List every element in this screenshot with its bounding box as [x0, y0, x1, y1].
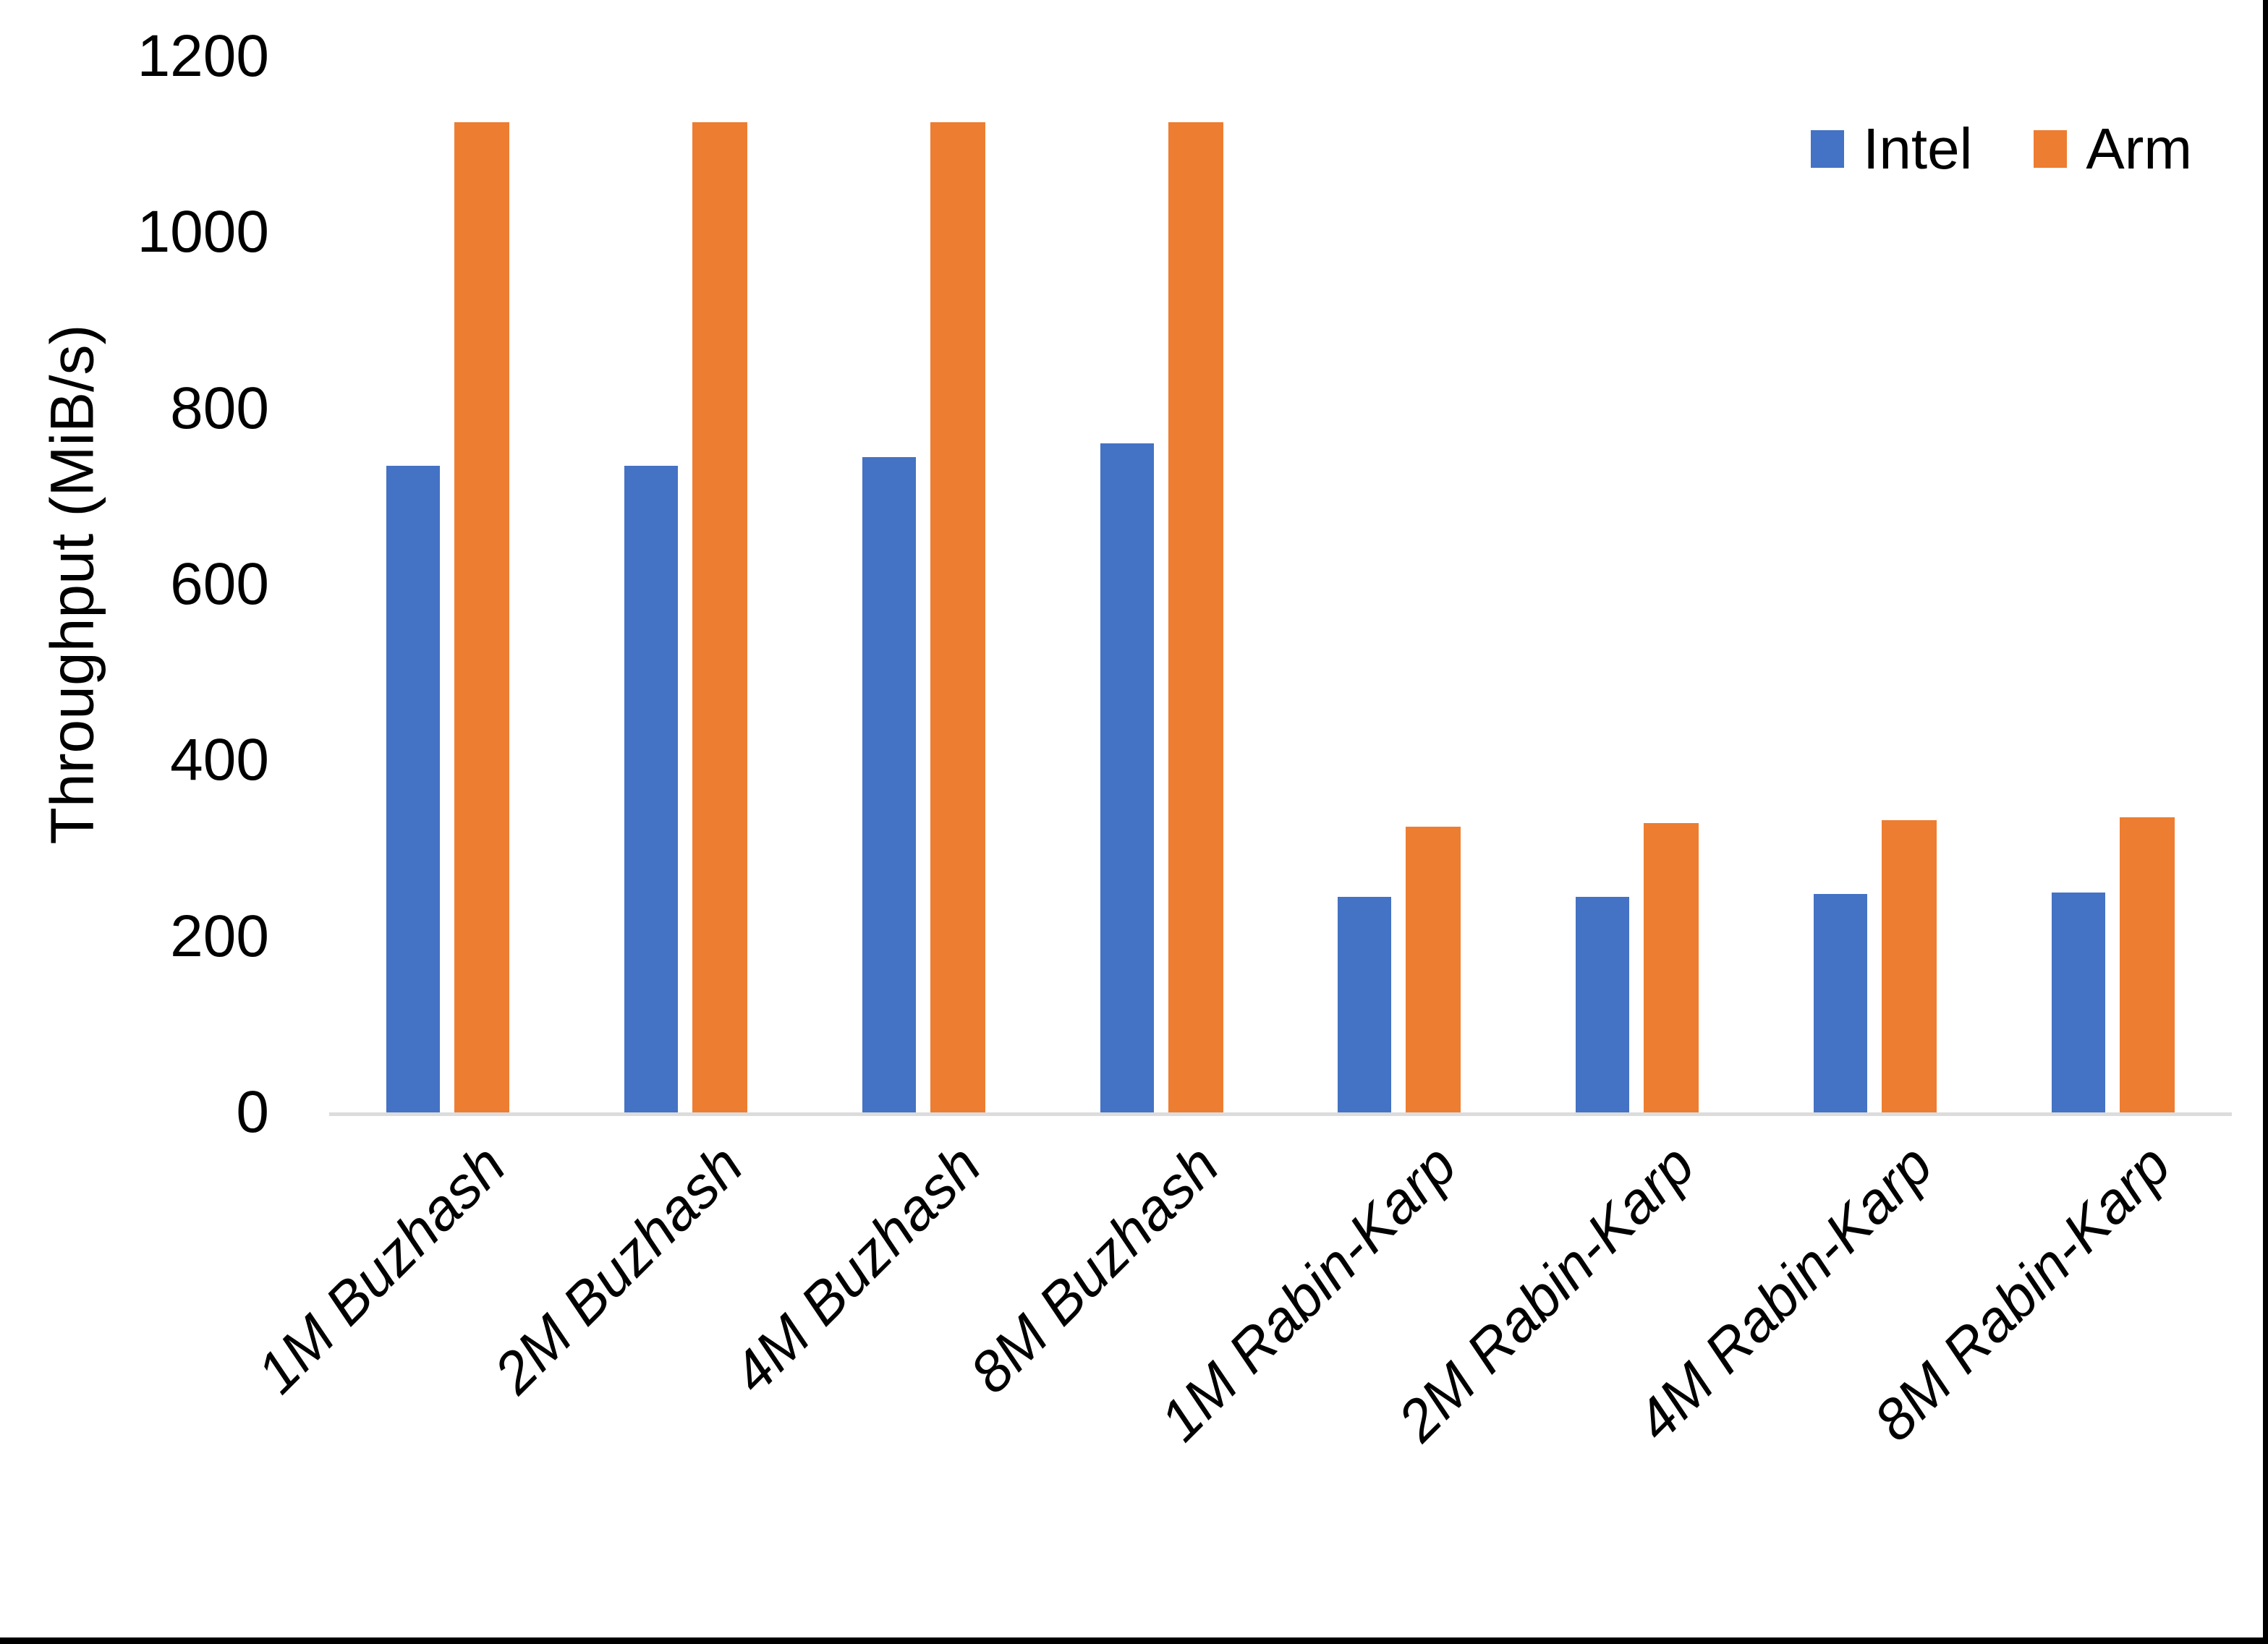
- y-tick-label-1200: 1200: [137, 23, 269, 89]
- y-tick-label-600: 600: [170, 551, 269, 617]
- bar-intel-3: [862, 456, 916, 1112]
- bar-intel-6: [1576, 896, 1630, 1112]
- legend-swatch-intel: [1811, 130, 1845, 168]
- legend-swatch-arm: [2034, 130, 2068, 168]
- window-right-border: [2263, 0, 2268, 1644]
- legend: Intel Arm: [1811, 116, 2192, 182]
- bar-arm-6: [1644, 822, 1699, 1112]
- legend-item-intel: Intel: [1811, 116, 1972, 182]
- legend-item-arm: Arm: [2034, 116, 2192, 182]
- bar-intel-2: [624, 465, 679, 1112]
- bar-intel-8: [2051, 892, 2105, 1112]
- y-tick-label-1000: 1000: [137, 199, 269, 265]
- y-tick-label-0: 0: [236, 1079, 269, 1145]
- bar-arm-5: [1406, 826, 1461, 1112]
- bar-arm-8: [2119, 817, 2175, 1112]
- bar-arm-3: [930, 122, 985, 1112]
- y-tick-label-400: 400: [170, 727, 269, 793]
- bar-arm-2: [692, 122, 748, 1112]
- bar-arm-4: [1168, 122, 1223, 1112]
- window-bottom-border: [0, 1637, 2268, 1644]
- bar-intel-7: [1813, 894, 1867, 1112]
- bar-arm-1: [454, 122, 510, 1112]
- y-tick-label-800: 800: [170, 375, 269, 441]
- y-tick-label-200: 200: [170, 903, 269, 969]
- x-label-1: 1M Buzhash: [244, 1132, 518, 1406]
- bar-intel-1: [386, 465, 441, 1112]
- bar-arm-7: [1881, 820, 1937, 1112]
- x-label-2: 2M Buzhash: [482, 1132, 755, 1406]
- legend-label-intel: Intel: [1863, 116, 1973, 181]
- x-label-3: 4M Buzhash: [720, 1132, 993, 1406]
- plot-area: [329, 56, 2232, 1116]
- bar-intel-5: [1338, 896, 1392, 1112]
- legend-label-arm: Arm: [2086, 116, 2192, 181]
- bar-intel-4: [1100, 443, 1154, 1112]
